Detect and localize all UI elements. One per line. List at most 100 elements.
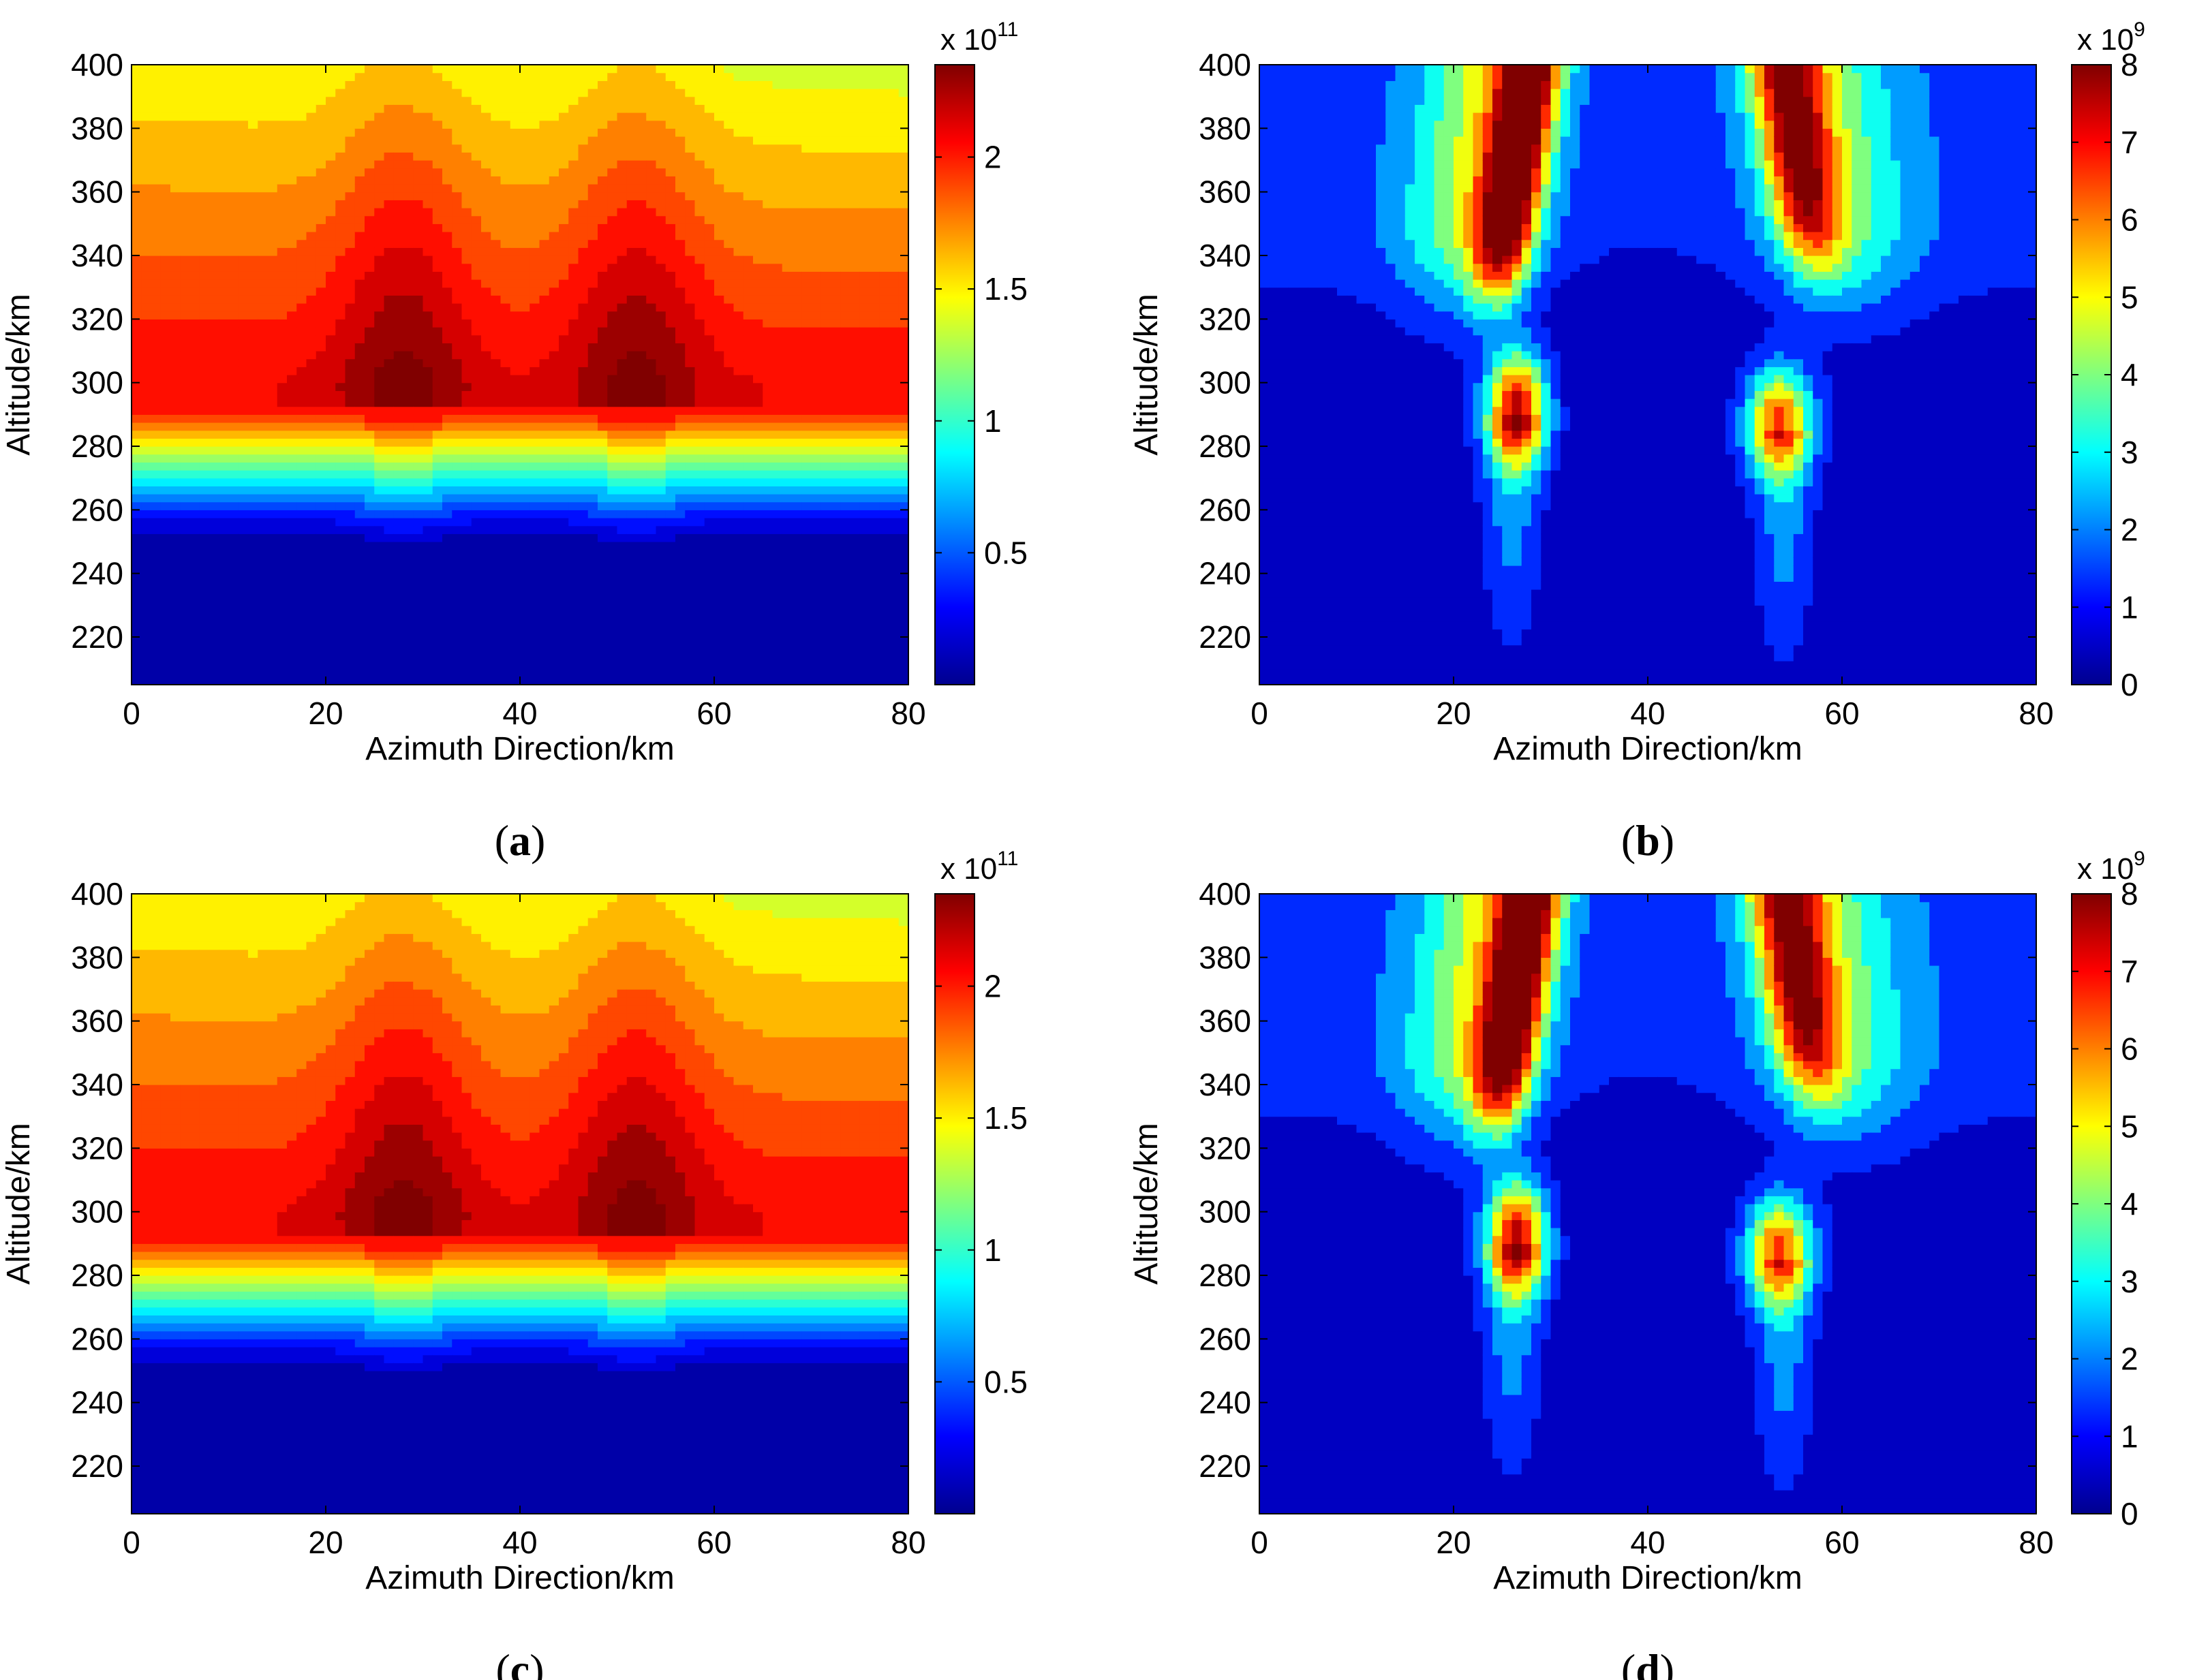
contour-cell — [530, 247, 540, 256]
contour-cell — [587, 470, 598, 479]
contour-cell — [374, 613, 385, 622]
contour-cell — [636, 72, 647, 81]
contour-cell — [209, 128, 219, 137]
contour-cell — [685, 390, 696, 399]
contour-cell — [209, 438, 219, 447]
contour-cell — [384, 589, 395, 598]
contour-cell — [403, 406, 414, 415]
contour-cell — [578, 96, 589, 105]
contour-cell — [510, 573, 521, 582]
contour-cell — [180, 271, 191, 280]
contour-cell — [530, 232, 540, 240]
contour-cell — [442, 406, 452, 415]
contour-cell — [287, 358, 297, 367]
contour-cell — [646, 358, 657, 367]
contour-cell — [403, 542, 414, 550]
contour-cell — [296, 565, 307, 574]
contour-cell — [656, 232, 666, 240]
contour-cell — [743, 89, 754, 97]
contour-cell — [248, 589, 258, 598]
contour-cell — [461, 128, 472, 137]
contour-cell — [587, 414, 598, 423]
contour-cell — [733, 494, 744, 503]
contour-cell — [461, 255, 472, 264]
contour-cell — [345, 668, 356, 677]
contour-cell — [559, 486, 569, 495]
contour-cell — [335, 223, 346, 232]
contour-cell — [675, 80, 686, 89]
contour-cell — [189, 255, 200, 264]
contour-cell — [607, 414, 618, 423]
contour-cell — [354, 89, 365, 97]
contour-cell — [365, 462, 375, 471]
contour-cell — [306, 597, 317, 606]
contour-cell — [471, 557, 482, 566]
contour-cell — [345, 621, 356, 629]
contour-cell — [403, 295, 414, 304]
contour-cell — [598, 136, 608, 145]
contour-cell — [132, 518, 142, 527]
contour-cell — [267, 112, 278, 121]
contour-cell — [520, 446, 530, 455]
contour-cell — [656, 518, 666, 527]
contour-cell — [665, 525, 676, 534]
contour-cell — [170, 89, 181, 97]
contour-cell — [452, 279, 463, 288]
contour-cell — [316, 96, 326, 105]
contour-cell — [646, 501, 657, 510]
contour-cell — [432, 494, 443, 503]
contour-cell — [189, 96, 200, 105]
contour-cell — [685, 581, 696, 590]
contour-cell — [607, 557, 618, 566]
contour-cell — [665, 112, 676, 121]
contour-cell — [160, 144, 171, 153]
contour-cell — [587, 104, 598, 113]
contour-cell — [413, 668, 424, 677]
contour-cell — [694, 184, 705, 193]
contour-cell — [578, 311, 589, 320]
contour-cell — [413, 525, 424, 534]
contour-cell — [500, 668, 511, 677]
contour-cell — [403, 311, 414, 320]
contour-cell — [180, 653, 191, 662]
contour-cell — [520, 120, 530, 129]
contour-cell — [461, 303, 472, 312]
contour-cell — [530, 215, 540, 224]
contour-cell — [287, 255, 297, 264]
contour-cell — [209, 676, 219, 685]
contour-cell — [539, 637, 550, 646]
contour-cell — [151, 89, 162, 97]
contour-cell — [180, 327, 191, 336]
contour-cell — [481, 104, 491, 113]
contour-cell — [500, 446, 511, 455]
contour-cell — [598, 525, 608, 534]
contour-cell — [724, 589, 735, 598]
contour-cell — [481, 375, 491, 384]
contour-cell — [704, 549, 715, 558]
contour-cell — [228, 565, 239, 574]
contour-cell — [228, 518, 239, 527]
contour-cell — [132, 89, 142, 97]
contour-cell — [685, 653, 696, 662]
contour-cell — [180, 510, 191, 518]
contour-cell — [170, 72, 181, 81]
contour-cell — [238, 65, 249, 74]
contour-cell — [549, 676, 559, 685]
contour-cell — [452, 573, 463, 582]
contour-cell — [365, 112, 375, 121]
contour-cell — [568, 382, 579, 391]
contour-cell — [461, 438, 472, 447]
contour-cell — [160, 160, 171, 169]
contour-cell — [461, 494, 472, 503]
contour-cell — [491, 406, 502, 415]
contour-cell — [267, 644, 278, 653]
contour-cell — [714, 454, 724, 463]
contour-cell — [335, 358, 346, 367]
contour-cell — [267, 208, 278, 217]
contour-cell — [636, 176, 647, 185]
contour-cell — [685, 335, 696, 343]
contour-cell — [491, 104, 502, 113]
contour-cell — [354, 176, 365, 185]
contour-cell — [500, 414, 511, 423]
contour-cell — [326, 399, 336, 407]
